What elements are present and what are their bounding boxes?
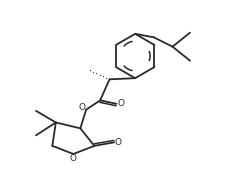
Text: O: O (115, 138, 122, 147)
Text: O: O (79, 103, 85, 112)
Text: O: O (117, 99, 124, 108)
Text: O: O (70, 154, 77, 163)
